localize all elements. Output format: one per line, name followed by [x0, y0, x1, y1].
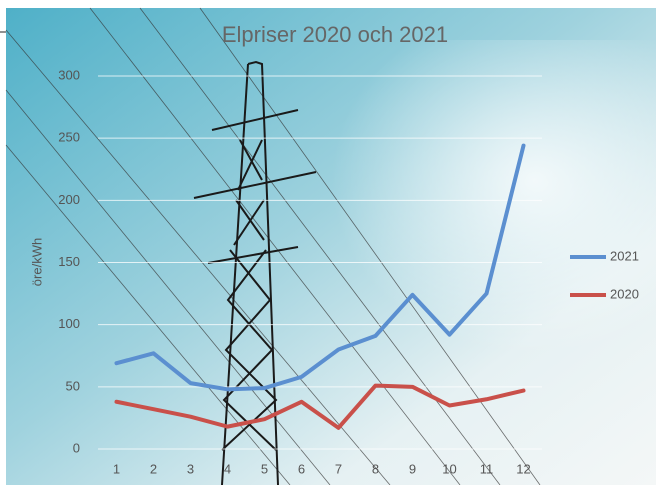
- x-tick-label: 1: [113, 461, 120, 476]
- chart-title: Elpriser 2020 och 2021: [222, 22, 448, 47]
- cloud: [250, 40, 656, 390]
- y-axis-label: öre/kWh: [29, 238, 44, 286]
- x-tick-label: 4: [224, 461, 231, 476]
- x-tick-label: 7: [335, 461, 342, 476]
- x-tick-label: 10: [442, 461, 456, 476]
- y-tick-label: 0: [73, 440, 80, 455]
- pylon: [193, 60, 317, 485]
- legend-label: 2021: [610, 248, 639, 263]
- series-line: [114, 143, 526, 392]
- y-tick-label: 300: [58, 67, 80, 82]
- y-tick-label: 100: [58, 316, 80, 331]
- y-tick-label: 150: [58, 254, 80, 269]
- series-line: [114, 383, 526, 430]
- y-tick-label: 250: [58, 130, 80, 145]
- x-tick-label: 3: [187, 461, 194, 476]
- wires: [5, 7, 541, 485]
- x-tick-label: 6: [298, 461, 305, 476]
- x-tick-label: 12: [516, 461, 530, 476]
- x-tick-label: 8: [372, 461, 379, 476]
- y-tick-label: 50: [66, 378, 80, 393]
- x-tick-label: 2: [150, 461, 157, 476]
- legend-label: 2020: [610, 286, 639, 301]
- x-tick-label: 9: [409, 461, 416, 476]
- x-tick-label: 5: [261, 461, 268, 476]
- x-tick-label: 11: [480, 461, 494, 476]
- y-tick-label: 200: [58, 192, 80, 207]
